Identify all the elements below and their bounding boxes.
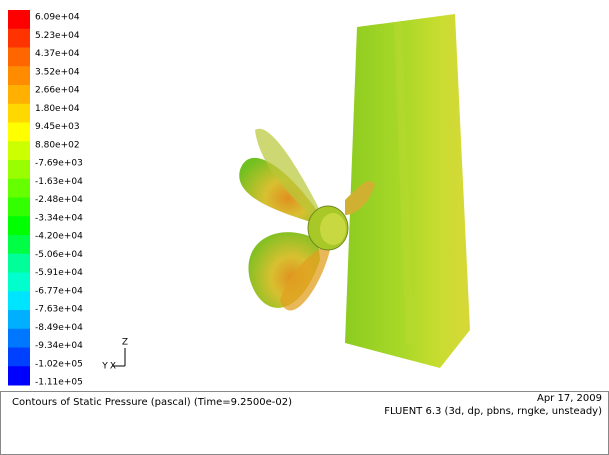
colorbar-label: -4.20e+04	[35, 232, 83, 242]
colorbar-label: -5.06e+04	[35, 250, 83, 260]
colorbar-swatch	[8, 366, 30, 385]
colorbar-label: 1.80e+04	[35, 104, 80, 114]
colorbar-swatch	[8, 273, 30, 292]
colorbar-label: 2.66e+04	[35, 86, 80, 96]
colorbar-swatch	[8, 235, 30, 254]
colorbar-label: -7.63e+04	[35, 305, 83, 315]
colorbar-swatch	[8, 291, 30, 310]
axis-z: Z	[122, 338, 128, 348]
colorbar-label: 6.09e+04	[35, 13, 80, 23]
colorbar-label: -9.34e+04	[35, 341, 83, 351]
colorbar-label: -8.49e+04	[35, 323, 83, 333]
colorbar-label: -3.34e+04	[35, 213, 83, 223]
footer-date: Apr 17, 2009	[537, 393, 602, 404]
colorbar-label: 9.45e+03	[35, 122, 80, 132]
colorbar-label: -6.77e+04	[35, 286, 83, 296]
colorbar-label: 3.52e+04	[35, 67, 80, 77]
colorbar-label: 5.23e+04	[35, 31, 80, 41]
colorbar-label: -7.69e+03	[35, 159, 83, 169]
colorbar-swatch	[8, 329, 30, 348]
colorbar-swatch	[8, 48, 30, 67]
colorbar-swatch	[8, 141, 30, 160]
colorbar-label: -5.91e+04	[35, 268, 83, 278]
scene: Z Y X 6.09e+04 5.23e+04 4.37e+04 3.52e+04 2.…	[0, 0, 609, 390]
colorbar-label: 8.80e+02	[35, 140, 80, 150]
colorbar-swatch	[8, 310, 30, 329]
footer: Contours of Static Pressure (pascal) (Ti…	[0, 391, 609, 455]
fluent-window: Z Y X 6.09e+04 5.23e+04 4.37e+04 3.52e+04 2.…	[0, 0, 609, 455]
colorbar-label: -1.11e+05	[35, 378, 83, 388]
axis-y: Y	[101, 362, 108, 372]
colorbar-swatch	[8, 66, 30, 85]
colorbar-label: -1.02e+05	[35, 359, 83, 369]
colorbar-swatch	[8, 104, 30, 123]
footer-title: Contours of Static Pressure (pascal) (Ti…	[12, 397, 292, 408]
colorbar-swatch	[8, 216, 30, 235]
colorbar-swatch	[8, 198, 30, 217]
colorbar-swatch	[8, 179, 30, 198]
colorbar-swatch	[8, 85, 30, 104]
colorbar-swatch	[8, 10, 30, 29]
axis-triad: Z Y X	[101, 338, 128, 372]
footer-solver: FLUENT 6.3 (3d, dp, pbns, rngke, unstead…	[384, 406, 602, 417]
axis-x: X	[110, 362, 116, 372]
colorbar-swatch	[8, 254, 30, 273]
colorbar-swatch	[8, 29, 30, 48]
colorbar-label: 4.37e+04	[35, 49, 80, 59]
colorbar-label: -1.63e+04	[35, 177, 83, 187]
colorbar-label: -2.48e+04	[35, 195, 83, 205]
colorbar-swatch	[8, 160, 30, 179]
colorbar-swatch	[8, 348, 30, 367]
colorbar-swatch	[8, 123, 30, 142]
